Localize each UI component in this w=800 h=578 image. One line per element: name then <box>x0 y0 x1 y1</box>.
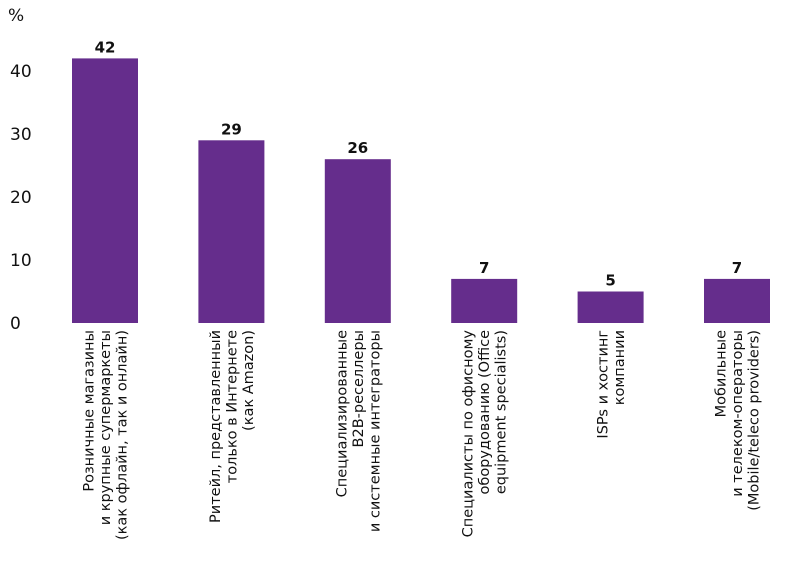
category-label: Специалисты по офисному оборудованию (Off… <box>461 330 510 538</box>
category-label-line: (как Amazon) <box>241 330 257 431</box>
y-tick-label: 0 <box>10 314 21 334</box>
category-label-line: и крупные супермаркеты <box>98 330 114 525</box>
bar-value-label: 26 <box>347 139 368 157</box>
bar <box>451 278 518 323</box>
category-label-line: Специалисты по офисному <box>461 330 477 538</box>
y-tick-label: 30 <box>10 125 32 145</box>
category-label-line: (Mobile/teleco providers) <box>747 330 763 511</box>
bar-value-label: 7 <box>479 259 489 277</box>
category-label-line: Мобильные <box>714 330 730 417</box>
category-label: ISPs и хостинг компании <box>595 330 628 439</box>
bar <box>577 291 644 323</box>
bar <box>72 58 138 324</box>
category-label-line: оборудованию (Office <box>477 330 493 495</box>
category-label: Мобильные и телеком-операторы (Mobile/tele… <box>714 330 763 511</box>
category-label-line: и системные интеграторы <box>367 330 383 532</box>
bar-value-label: 42 <box>95 38 116 56</box>
category-label: Специализированные B2B-реселлеры и системн… <box>334 330 383 532</box>
y-tick-label: 40 <box>10 62 32 82</box>
bar-value-label: 5 <box>605 272 615 290</box>
y-axis-unit-label: % <box>8 6 24 26</box>
category-label-line: equipment specialists) <box>494 330 510 494</box>
category-label-line: (как офлайн, так и онлайн) <box>115 330 131 540</box>
category-label-line: Ритейл, представленный <box>208 330 224 523</box>
bar-series <box>72 58 770 324</box>
category-label-line: и телеком-операторы <box>730 330 746 497</box>
category-label: Розничные магазины и крупные супермаркеты… <box>82 330 131 540</box>
bar-value-label: 29 <box>221 120 242 138</box>
y-axis-ticks: 0 10 20 30 40 <box>10 62 32 334</box>
bar <box>198 140 265 323</box>
category-label-line: B2B-реселлеры <box>351 330 367 447</box>
category-label: Ритейл, представленный только в Интернете… <box>208 330 257 523</box>
category-label-line: ISPs и хостинг <box>595 330 611 439</box>
category-label-line: только в Интернете <box>224 330 240 483</box>
category-labels: Розничные магазины и крупные супермаркеты… <box>82 330 763 540</box>
category-label-line: компании <box>612 330 628 405</box>
y-tick-label: 10 <box>10 251 32 271</box>
bar-value-label: 7 <box>732 259 742 277</box>
bar <box>324 159 391 323</box>
data-labels: 42 29 26 7 5 7 <box>95 38 743 289</box>
bar <box>704 278 770 323</box>
category-label-line: Специализированные <box>334 330 350 497</box>
y-tick-label: 20 <box>10 188 32 208</box>
category-label-line: Розничные магазины <box>82 330 98 492</box>
